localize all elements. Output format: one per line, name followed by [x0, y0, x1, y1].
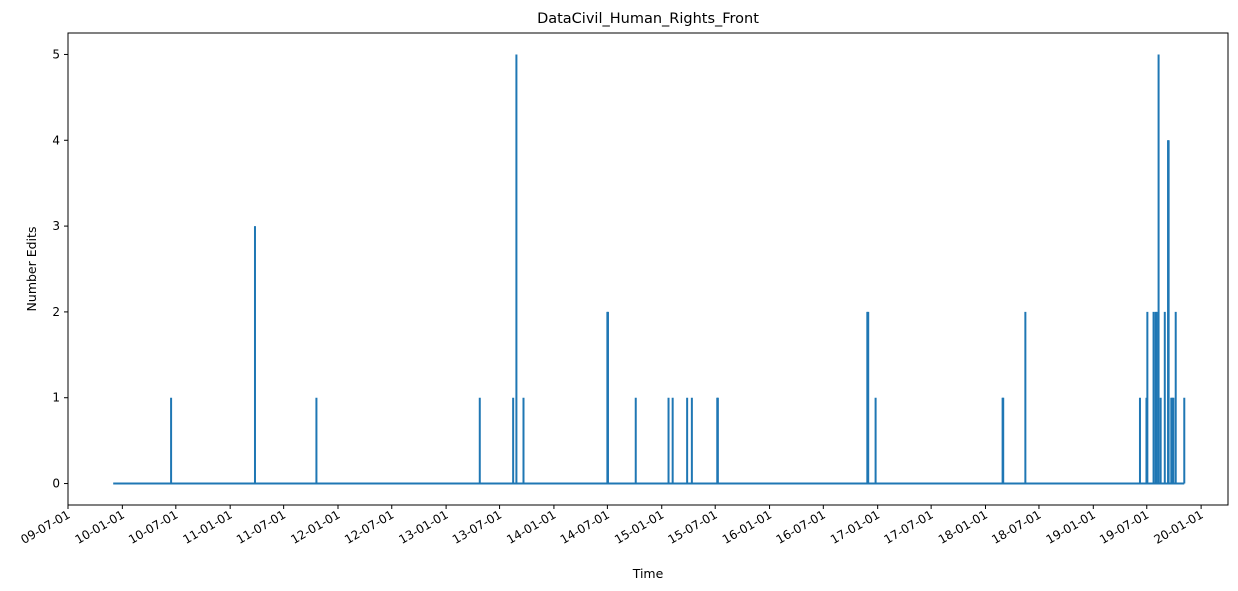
x-axis-label: Time [632, 566, 664, 581]
x-tick-label: 13-07-01 [450, 507, 504, 546]
x-tick-label: 13-01-01 [396, 507, 450, 546]
y-tick-label: 0 [52, 477, 60, 491]
x-tick-label: 15-01-01 [612, 507, 666, 546]
x-tick-label: 17-01-01 [828, 507, 882, 546]
x-tick-label: 12-07-01 [342, 507, 396, 546]
y-tick-label: 4 [52, 133, 60, 147]
y-tick-label: 3 [52, 219, 60, 233]
x-tick-label: 09-07-01 [18, 507, 72, 546]
x-tick-label: 19-07-01 [1097, 507, 1151, 546]
x-tick-label: 10-07-01 [126, 507, 180, 546]
x-tick-label: 16-07-01 [774, 507, 828, 546]
x-tick-label: 11-01-01 [180, 507, 234, 546]
chart-title: DataCivil_Human_Rights_Front [537, 11, 759, 27]
x-tick-label: 11-07-01 [234, 507, 288, 546]
plot-frame [67, 32, 1229, 506]
y-tick-label: 5 [52, 47, 60, 61]
x-tick-label: 16-01-01 [720, 507, 774, 546]
y-axis-label: Number Edits [24, 227, 39, 312]
x-tick-label: 18-07-01 [989, 507, 1043, 546]
x-tick-label: 20-01-01 [1151, 507, 1205, 546]
x-tick-label: 10-01-01 [73, 507, 127, 546]
y-tick-label: 2 [52, 305, 60, 319]
y-tick-label: 1 [52, 391, 60, 405]
x-axis: 09-07-01 10-01-01 10-07-01 11-01-01 11-07-01… [18, 505, 1206, 547]
plot-area [113, 54, 1186, 485]
x-tick-label: 14-01-01 [504, 507, 558, 546]
x-tick-label: 15-07-01 [666, 507, 720, 546]
y-axis: 0 1 2 3 4 5 [52, 47, 68, 491]
x-tick-label: 12-01-01 [288, 507, 342, 546]
x-tick-label: 18-01-01 [936, 507, 990, 546]
x-tick-label: 19-01-01 [1044, 507, 1098, 546]
x-tick-label: 17-07-01 [881, 507, 935, 546]
x-tick-label: 14-07-01 [558, 507, 612, 546]
